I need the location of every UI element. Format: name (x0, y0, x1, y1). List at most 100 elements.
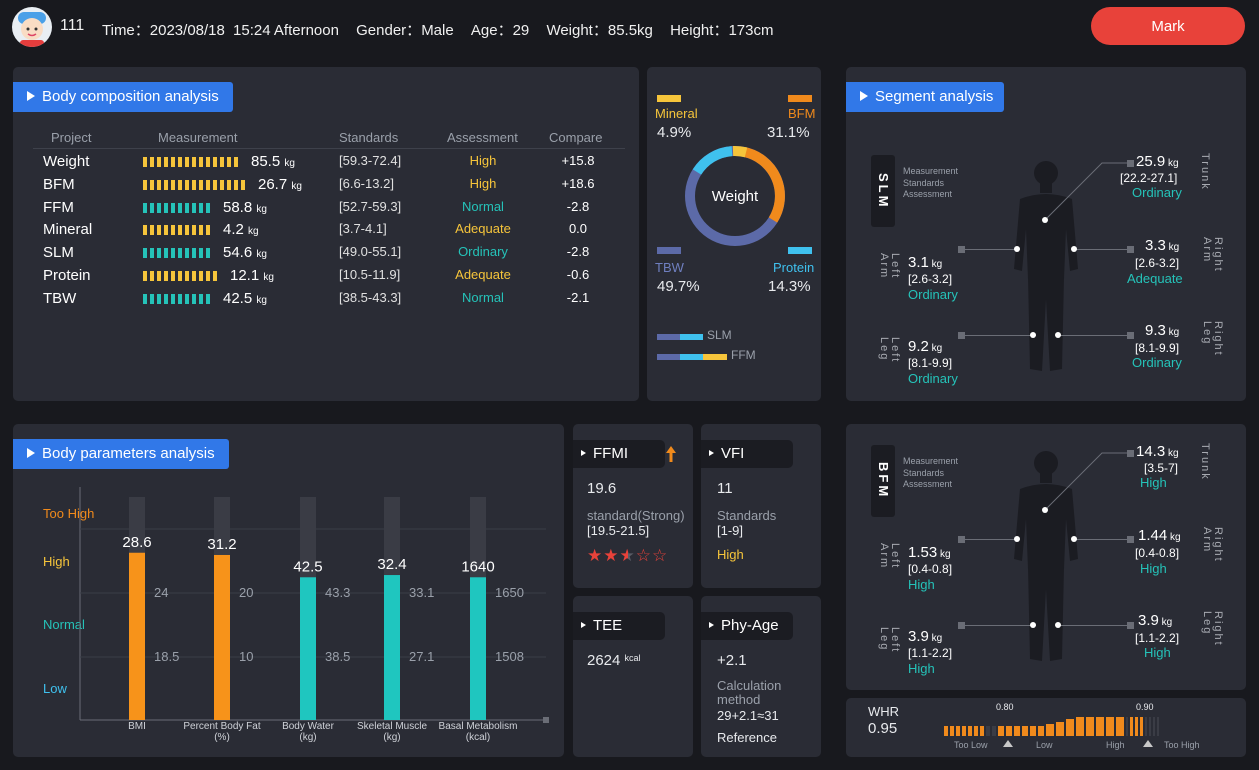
connector-end (958, 622, 965, 629)
composition-row: SLM 54.6 kg [49.0-55.1] Ordinary -2.8 (43, 244, 623, 266)
row-value: 12.1 (230, 267, 260, 284)
row-compare: 0.0 (568, 221, 588, 237)
row-name: Protein (43, 267, 91, 284)
row-value: 54.6 (223, 244, 253, 262)
ffmi-title-text: FFMI (593, 445, 628, 462)
category-unit-label: (kcal) (466, 732, 490, 743)
whr-scale-block (968, 726, 972, 736)
left-leg-value: 3.9 kg (908, 628, 943, 645)
legend-standards: Standards (903, 177, 945, 188)
ffm-legend-label: FFM (731, 348, 756, 362)
star-full-icon: ★ (603, 546, 620, 565)
whr-scale-block (1046, 724, 1054, 736)
row-value-line: 12.1 kg (230, 267, 274, 284)
lower-standard-label: 38.5 (325, 649, 350, 664)
body-parameters-title: Body parameters analysis (13, 439, 229, 469)
segment-analysis-title: Segment analysis (846, 82, 1004, 112)
whr-scale-block (1140, 717, 1143, 736)
slm-body-silhouette-icon (1014, 161, 1078, 371)
whr-scale (944, 710, 1214, 740)
upper-standard-label: 33.1 (409, 585, 434, 600)
right-arm-assessment: High (1140, 561, 1167, 576)
left-leg-label: Left Leg (878, 627, 901, 654)
whr-scale-block (1126, 717, 1128, 736)
mark-button[interactable]: Mark (1091, 7, 1245, 45)
avatar[interactable] (12, 7, 52, 47)
weight-ring-chart: Weight (685, 145, 785, 246)
whr-level-high: High (1106, 740, 1125, 750)
bfm-pct: 31.1% (767, 124, 810, 141)
left-leg-assessment: Ordinary (908, 371, 958, 386)
connector-line (1074, 249, 1130, 250)
phy-age-value: +2.1 (717, 652, 747, 669)
bar (214, 554, 230, 720)
right-leg-measure: 3.9 (1138, 612, 1159, 629)
measurement-bar (143, 271, 220, 281)
tee-value-line: 2624 kcal (587, 652, 641, 669)
right-arm-value: 3.3 kg (1145, 237, 1180, 254)
right-leg-standard: [8.1-9.9] (1135, 341, 1180, 355)
connector-end (958, 332, 965, 339)
row-compare: +18.6 (561, 175, 595, 191)
row-compare: +15.8 (561, 153, 595, 168)
parameters-bar-chart: 28.6 24 18.5 BMI 31.2 20 10 Percent Body Fat(%)… (79, 487, 549, 743)
connector-end (1127, 160, 1134, 167)
time-label: Time： (102, 22, 150, 39)
phy-age-reference: Reference (717, 730, 777, 745)
slm-badge (871, 155, 895, 227)
row-standard: [49.0-55.1] (339, 244, 402, 260)
whr-scale-block (1135, 717, 1138, 736)
row-value: 26.7 (258, 175, 288, 193)
whr-scale-block (1076, 717, 1084, 736)
ring-center-label: Weight (712, 188, 759, 205)
measurement-bar (143, 293, 213, 304)
left-arm-standard: [0.4-0.8] (908, 562, 953, 576)
trunk-standard: [3.5-7] (1144, 461, 1179, 475)
level-normal: Normal (43, 617, 85, 632)
legend-assessment: Assessment (903, 189, 953, 199)
connector-end (1127, 246, 1134, 253)
ring-protein-arc (692, 146, 733, 175)
composition-row: FFM 58.8 kg [52.7-59.3] Normal -2.8 (43, 199, 623, 221)
whr-scale-block (962, 726, 966, 736)
col-project: Project (51, 130, 92, 145)
whr-level-too-low: Too Low (954, 740, 988, 750)
connector-end (1127, 332, 1134, 339)
triangle-icon (581, 450, 586, 456)
play-icon (27, 91, 35, 101)
protein-label: Protein (773, 260, 815, 275)
connector-dot (1014, 536, 1020, 542)
tee-unit: kcal (624, 653, 641, 663)
vfi-range: [1-9] (717, 523, 744, 538)
left-leg-standard: [1.1-2.2] (908, 646, 953, 660)
bar (129, 552, 145, 720)
mineral-swatch (657, 95, 681, 102)
left-arm-label: Left Arm (878, 543, 901, 570)
whr-scale-block (1086, 717, 1094, 736)
bfm-badge-label: BFM (876, 462, 891, 500)
whr-scale-block (1130, 717, 1133, 736)
tee-value: 2624 (587, 652, 621, 669)
whr-label: WHR (868, 704, 900, 719)
level-high: High (43, 554, 70, 569)
row-unit: kg (284, 158, 295, 169)
row-compare: -2.8 (566, 244, 590, 260)
right-leg-label: Right Leg (1201, 611, 1224, 647)
lower-standard-label: 18.5 (154, 649, 179, 664)
right-arm-standard: [0.4-0.8] (1135, 546, 1180, 560)
whr-pointer-2 (1143, 740, 1153, 747)
right-leg-standard: [1.1-2.2] (1135, 631, 1180, 645)
whr-scale-block (956, 726, 960, 736)
phy-age-formula: 29+2.1≈31 (717, 708, 779, 723)
whr-scale-block (992, 726, 996, 736)
bar (300, 577, 316, 720)
bfm-badge (871, 445, 895, 517)
connector-line (961, 625, 1036, 626)
bfm-segment-group: BFM Measurement Standards Assessment 14.3 k… (846, 424, 1246, 690)
ring-mineral-arc (732, 145, 748, 158)
mineral-label: Mineral (655, 106, 698, 121)
row-assessment: Normal (462, 198, 504, 214)
row-name: Weight (43, 153, 90, 170)
whr-scale-block (1066, 719, 1074, 736)
right-leg-measure: 9.3 (1145, 322, 1166, 339)
